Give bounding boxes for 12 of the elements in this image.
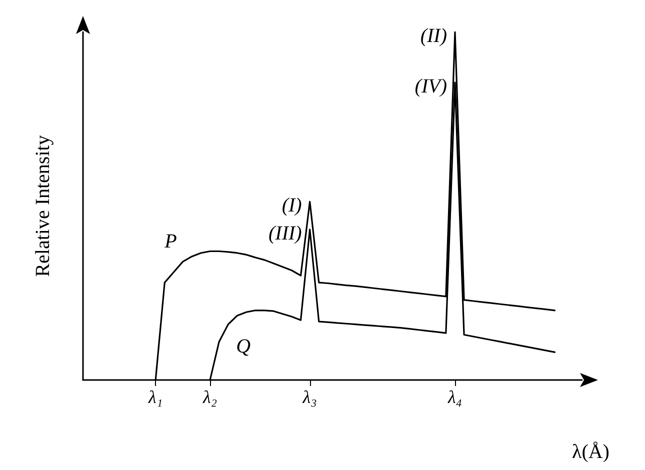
x-tick-label: λ₄ [446, 387, 462, 407]
series-label: Q [236, 335, 252, 358]
x-tick-label: λ₃ [302, 387, 317, 407]
x-tick-label: λ₂ [202, 387, 218, 407]
annotation: (III) [268, 222, 302, 244]
annotation: (II) [420, 25, 448, 47]
y-axis-title: Relative Intensity [32, 135, 54, 277]
annotation: (I) [282, 194, 302, 217]
series-label: P [164, 230, 177, 253]
x-tick-label: λ₁ [148, 387, 163, 407]
x-axis-title: λ(Å) [572, 441, 610, 463]
annotation: (IV) [414, 75, 448, 98]
